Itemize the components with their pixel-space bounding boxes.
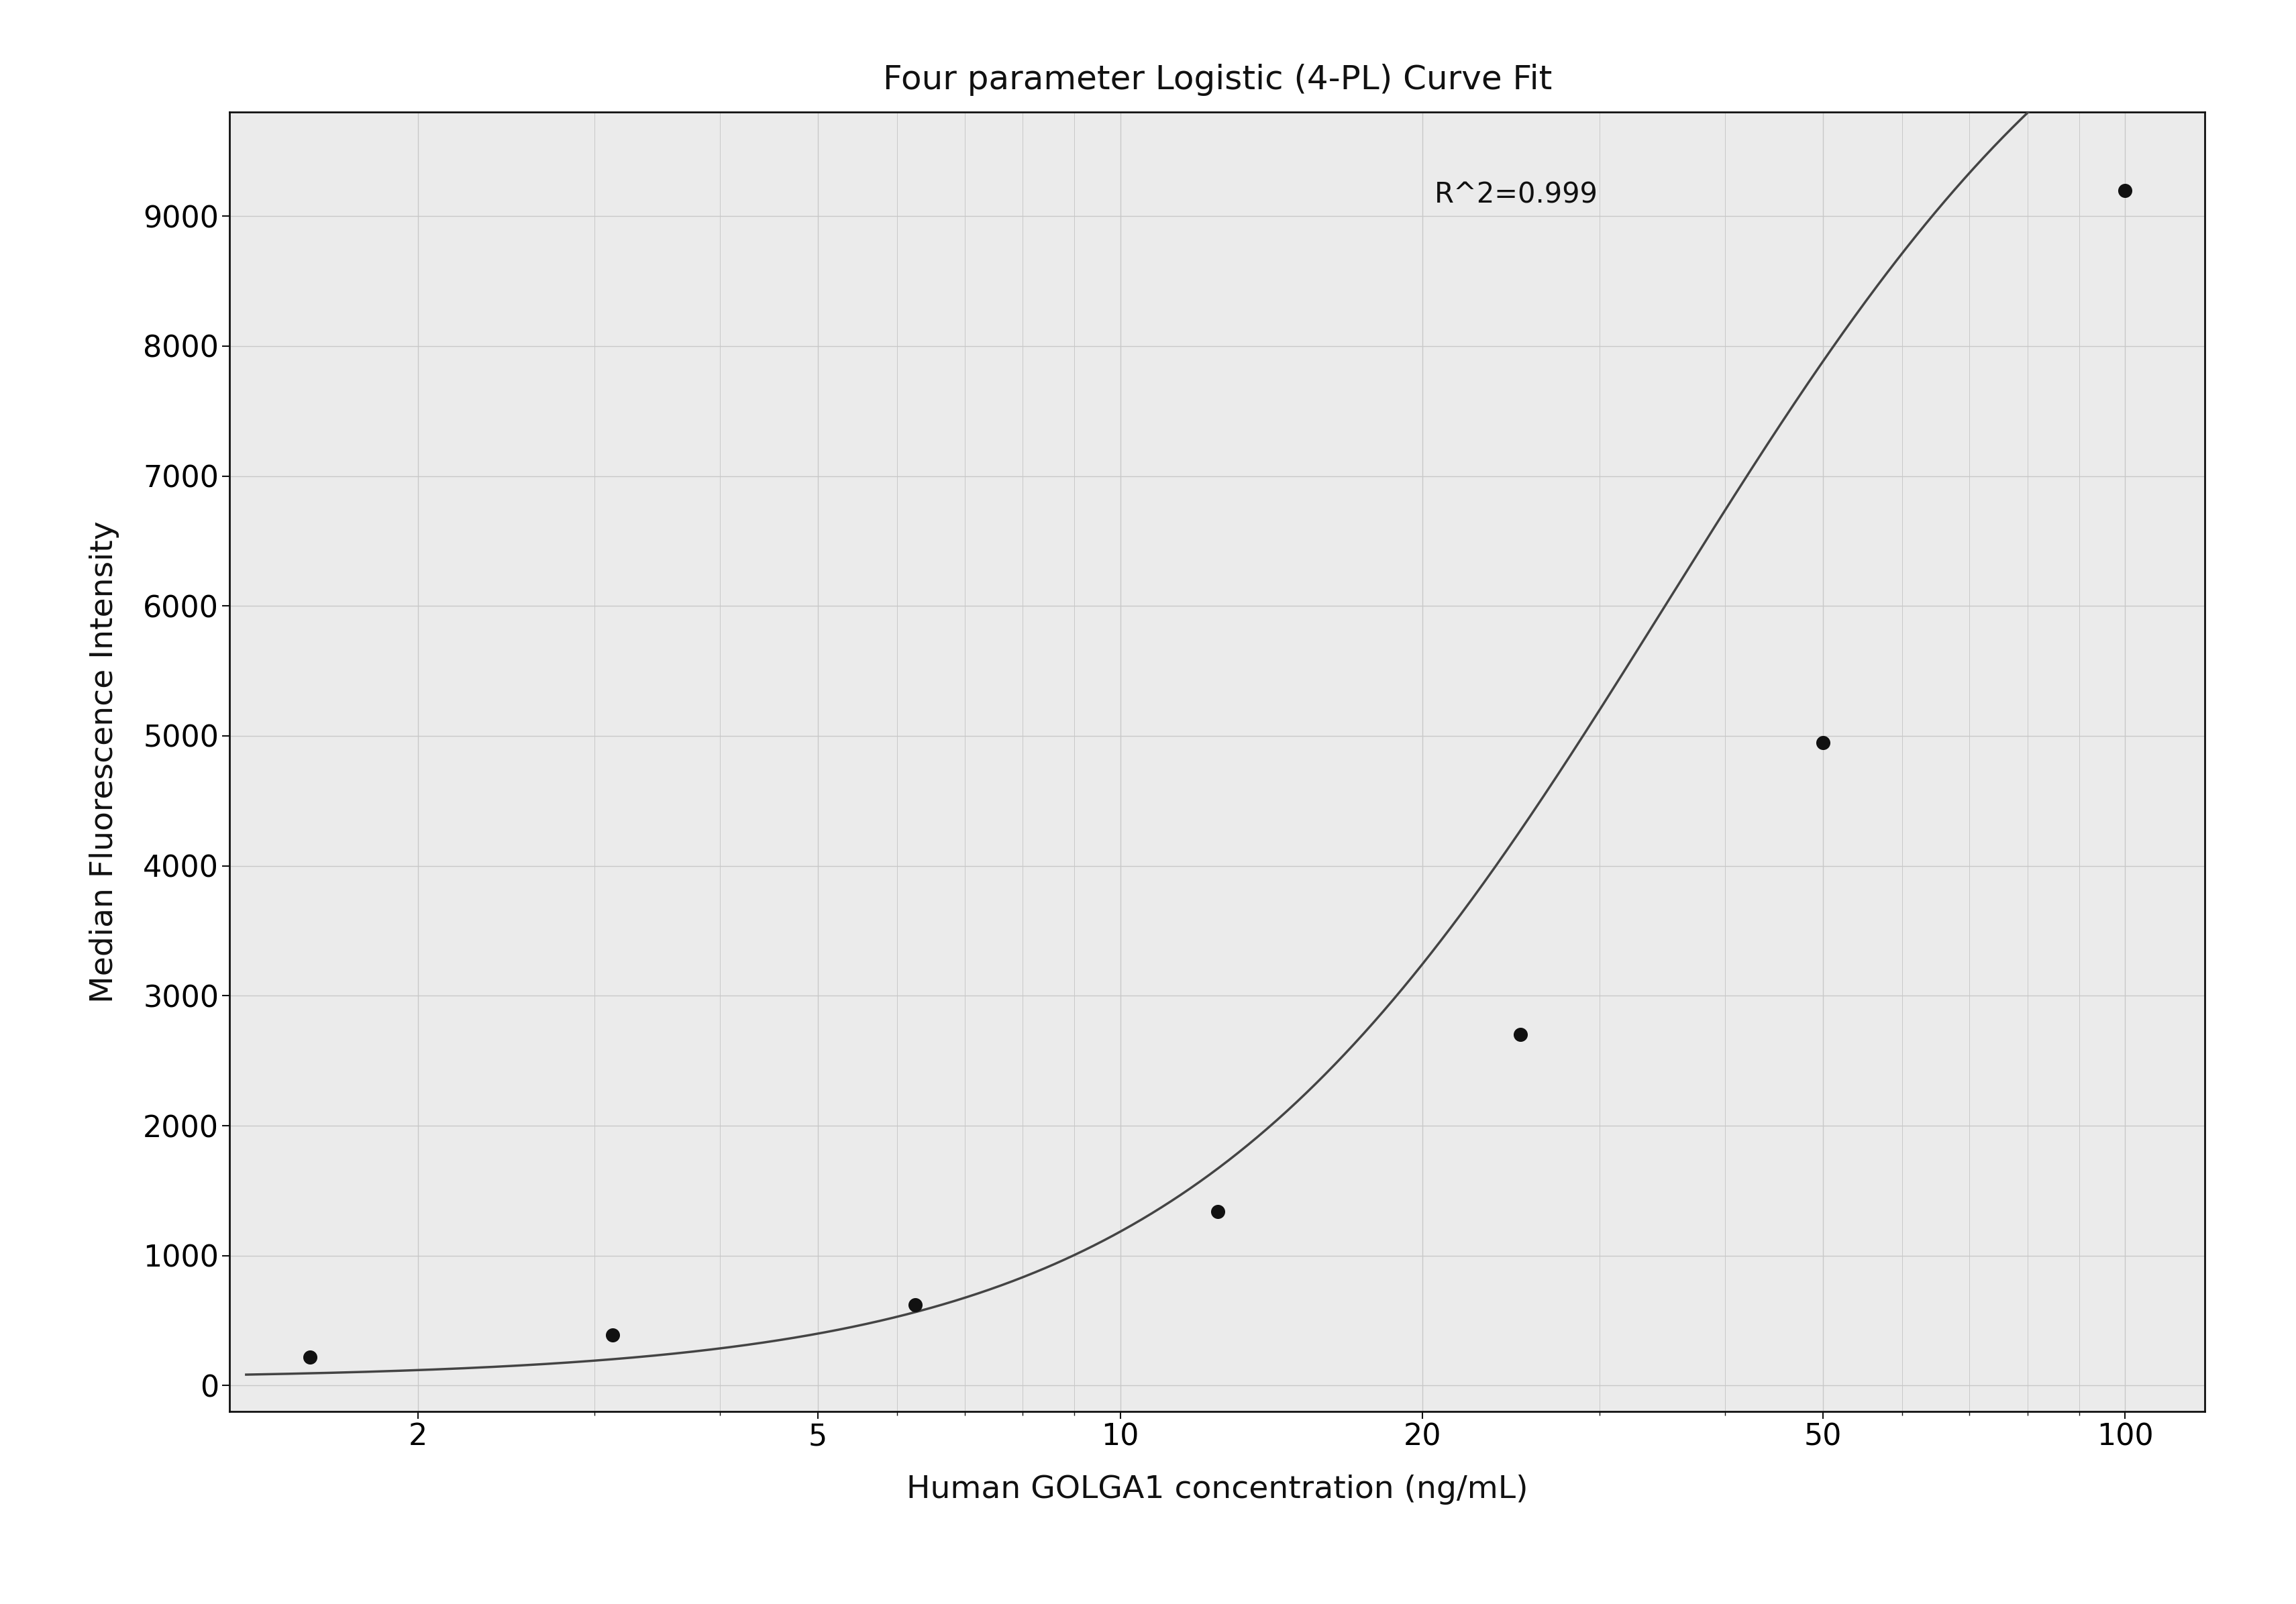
Point (2105, 178, 2142, 204)
Title: Four parameter Logistic (4-PL) Curve Fit: Four parameter Logistic (4-PL) Curve Fit (882, 64, 1552, 96)
Point (1502, 1022, 1538, 1047)
Point (1805, 730, 1841, 755)
Y-axis label: Median Fluorescence Intensity: Median Fluorescence Intensity (90, 521, 119, 1002)
Text: R^2=0.999: R^2=0.999 (1435, 181, 1598, 209)
Point (895, 1293, 932, 1318)
Point (292, 1344, 328, 1370)
Point (1199, 1198, 1235, 1224)
Point (595, 1322, 631, 1347)
X-axis label: Human GOLGA1 concentration (ng/mL): Human GOLGA1 concentration (ng/mL) (907, 1474, 1527, 1505)
